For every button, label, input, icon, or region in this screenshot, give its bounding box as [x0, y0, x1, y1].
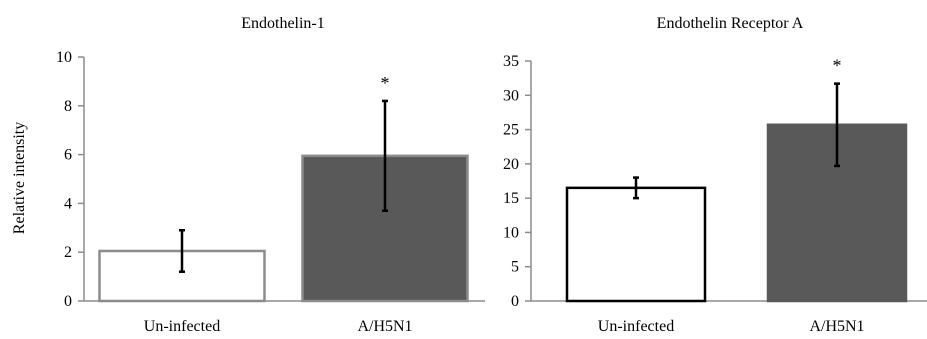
significance-marker: *: [381, 73, 390, 93]
x-tick-label: A/H5N1: [357, 318, 412, 335]
x-tick-label: A/H5N1: [809, 318, 864, 335]
y-tick-label: 15: [503, 190, 519, 207]
chart-panel-endothelin-1: Endothelin-1 Relative intensity 0 2 4 6 8 10 Un-…: [11, 15, 485, 335]
y-tick-label: 30: [503, 87, 519, 104]
y-tick-label: 4: [64, 195, 72, 212]
bar-un-infected: [565, 186, 707, 303]
y-tick-label: 25: [503, 122, 519, 139]
y-tick-label: 6: [64, 147, 72, 164]
chart-title: Endothelin Receptor A: [657, 15, 804, 32]
chart-panel-endothelin-receptor-a: Endothelin Receptor A 0 5 10 15 20 25 30 35 Un-in…: [503, 15, 927, 335]
y-tick-label: 10: [503, 224, 519, 241]
y-tick-label: 2: [64, 244, 72, 261]
y-tick-label: 10: [56, 49, 72, 66]
significance-marker: *: [833, 56, 842, 76]
y-tick-label: 0: [511, 293, 519, 310]
y-axis-label: Relative intensity: [11, 122, 28, 234]
x-tick-label: Un-infected: [598, 318, 674, 335]
y-tick-label: 0: [64, 293, 72, 310]
y-tick-label: 8: [64, 98, 72, 115]
y-tick-label: 5: [511, 259, 519, 276]
y-tick-label: 20: [503, 156, 519, 173]
x-tick-label: Un-infected: [144, 318, 220, 335]
y-tick-label: 35: [503, 53, 519, 70]
chart-title: Endothelin-1: [241, 15, 325, 32]
